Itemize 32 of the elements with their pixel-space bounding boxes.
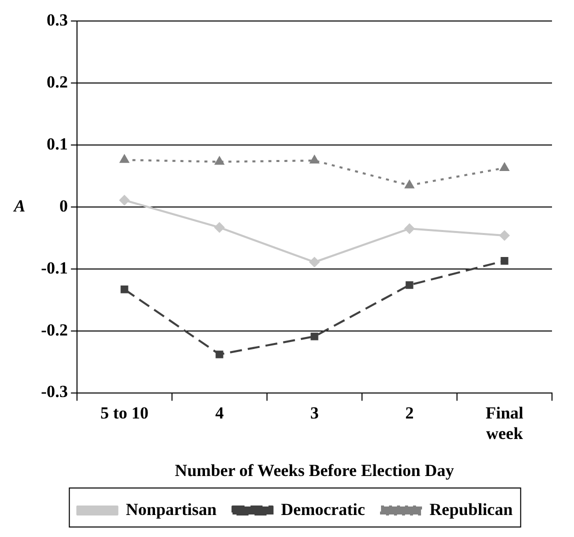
point — [120, 286, 128, 294]
point — [214, 222, 224, 232]
y-tick-label: -0.2 — [40, 320, 68, 340]
legend-label: Nonpartisan — [126, 500, 218, 519]
y-tick-label: -0.1 — [40, 258, 68, 278]
x-tick-label: 3 — [310, 403, 319, 422]
y-axis-title: A — [13, 196, 26, 216]
point — [119, 195, 130, 206]
y-tick-label: 0.1 — [46, 134, 68, 154]
y-tick-label: 0 — [59, 196, 68, 216]
point — [216, 350, 224, 358]
x-tick-label: 5 to 10 — [100, 403, 149, 422]
point — [214, 156, 224, 165]
y-tick-label: 0.3 — [46, 10, 68, 30]
point — [310, 156, 319, 164]
x-axis-title: Number of Weeks Before Election Day — [174, 461, 454, 480]
legend-label: Democratic — [281, 500, 366, 519]
point — [309, 257, 320, 268]
point — [405, 180, 414, 188]
point — [406, 281, 414, 289]
point — [499, 230, 510, 240]
point — [500, 162, 509, 171]
point — [120, 154, 129, 163]
legend-label: Republican — [430, 500, 514, 519]
x-tick-label: Final week — [486, 403, 524, 443]
x-tick-label: 4 — [215, 403, 224, 422]
point — [500, 257, 508, 265]
y-tick-label: 0.2 — [46, 72, 68, 92]
point — [404, 224, 414, 234]
point — [310, 332, 318, 340]
y-tick-label: -0.3 — [40, 382, 68, 402]
x-tick-label: 2 — [405, 403, 414, 422]
